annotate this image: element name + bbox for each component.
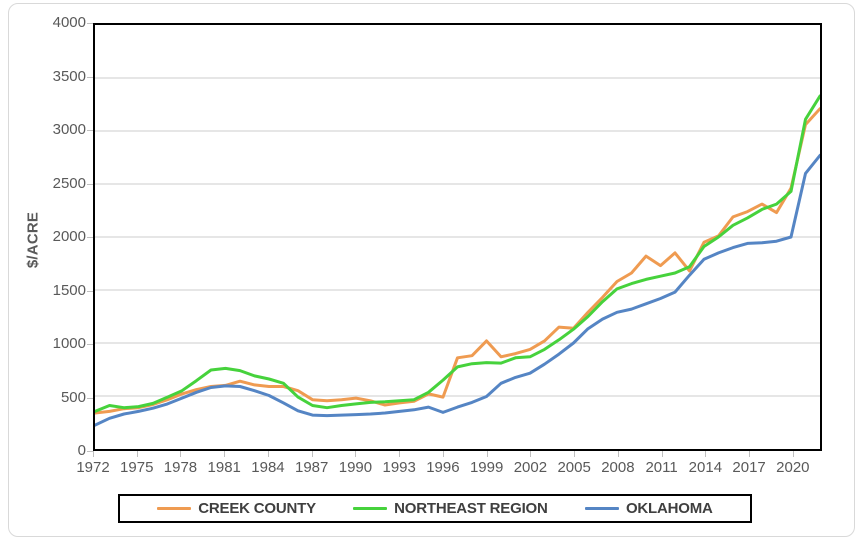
x-tick-label: 2017 [732,459,766,476]
y-axis-tick [87,451,93,452]
y-axis-tick [87,23,93,24]
x-axis-tick [617,451,619,457]
x-tick-label: 1984 [251,459,285,476]
legend-label: NORTHEAST REGION [394,500,548,517]
line-chart-svg [95,77,820,427]
plot-area [93,23,822,451]
y-tick-label: 0 [77,442,86,459]
x-tick-label: 2014 [688,459,723,476]
y-tick-label: 4000 [52,14,86,31]
legend-item-creek-county: CREEK COUNTY [157,500,316,517]
x-axis-tick [749,451,751,457]
x-axis-tick [355,451,357,457]
x-tick-label: 1999 [469,459,504,476]
x-axis-tick [574,451,576,457]
x-tick-label: 2008 [601,459,635,476]
y-tick-label: 1000 [52,335,86,352]
series-line-oklahoma [95,153,820,427]
x-axis-tick [136,451,138,457]
y-tick-label: 2500 [52,174,86,192]
x-axis-tick [93,451,94,457]
x-tick-label: 2011 [645,459,678,476]
x-axis-tick [311,451,313,457]
y-axis-tick [87,290,93,292]
x-axis-tick [661,451,663,457]
legend-item-oklahoma: OKLAHOMA [584,500,713,517]
x-axis-tick [224,451,226,457]
series-line-northeast-region [95,94,820,413]
y-axis-tick [87,130,93,131]
x-tick-label: 1978 [163,459,198,476]
y-tick-label: 500 [60,388,86,406]
x-tick-label: 2005 [557,459,591,476]
y-tick-label: 3000 [52,121,86,138]
x-tick-label: 1996 [426,459,460,476]
y-tick-label: 1500 [52,281,86,299]
legend-line-swatch [353,507,388,510]
y-axis-tick [87,183,93,185]
x-axis-tick [267,451,269,457]
legend-label: CREEK COUNTY [198,500,316,517]
x-axis-tick [399,451,401,457]
legend-label: OKLAHOMA [625,500,713,517]
x-axis-tick [705,451,707,457]
x-axis-tick [442,451,444,457]
legend-line-swatch [157,507,192,510]
x-tick-label: 1990 [338,459,373,476]
x-tick-label: 2002 [513,459,548,476]
y-tick-label: 3500 [52,67,86,85]
x-axis-tick [180,451,182,457]
legend-line-swatch [584,507,619,510]
y-axis-tick [87,397,93,399]
x-tick-label: 1981 [207,459,241,476]
x-tick-label: 1993 [382,459,416,476]
x-axis-tick [530,451,532,457]
x-tick-label: 1987 [295,459,329,476]
legend-item-northeast-region: NORTHEAST REGION [353,500,548,517]
y-axis-tick [87,237,93,238]
x-axis-tick [792,451,794,457]
x-tick-label: 1975 [120,459,154,476]
y-tick-label: 2000 [52,228,86,245]
y-axis-tick [87,344,93,345]
y-axis-tick [87,76,93,78]
chart-legend: CREEK COUNTY NORTHEAST REGION OKLAHOMA [118,494,752,523]
x-tick-label: 1972 [76,459,110,476]
x-axis-tick [486,451,488,457]
x-tick-label: 2020 [776,459,810,476]
